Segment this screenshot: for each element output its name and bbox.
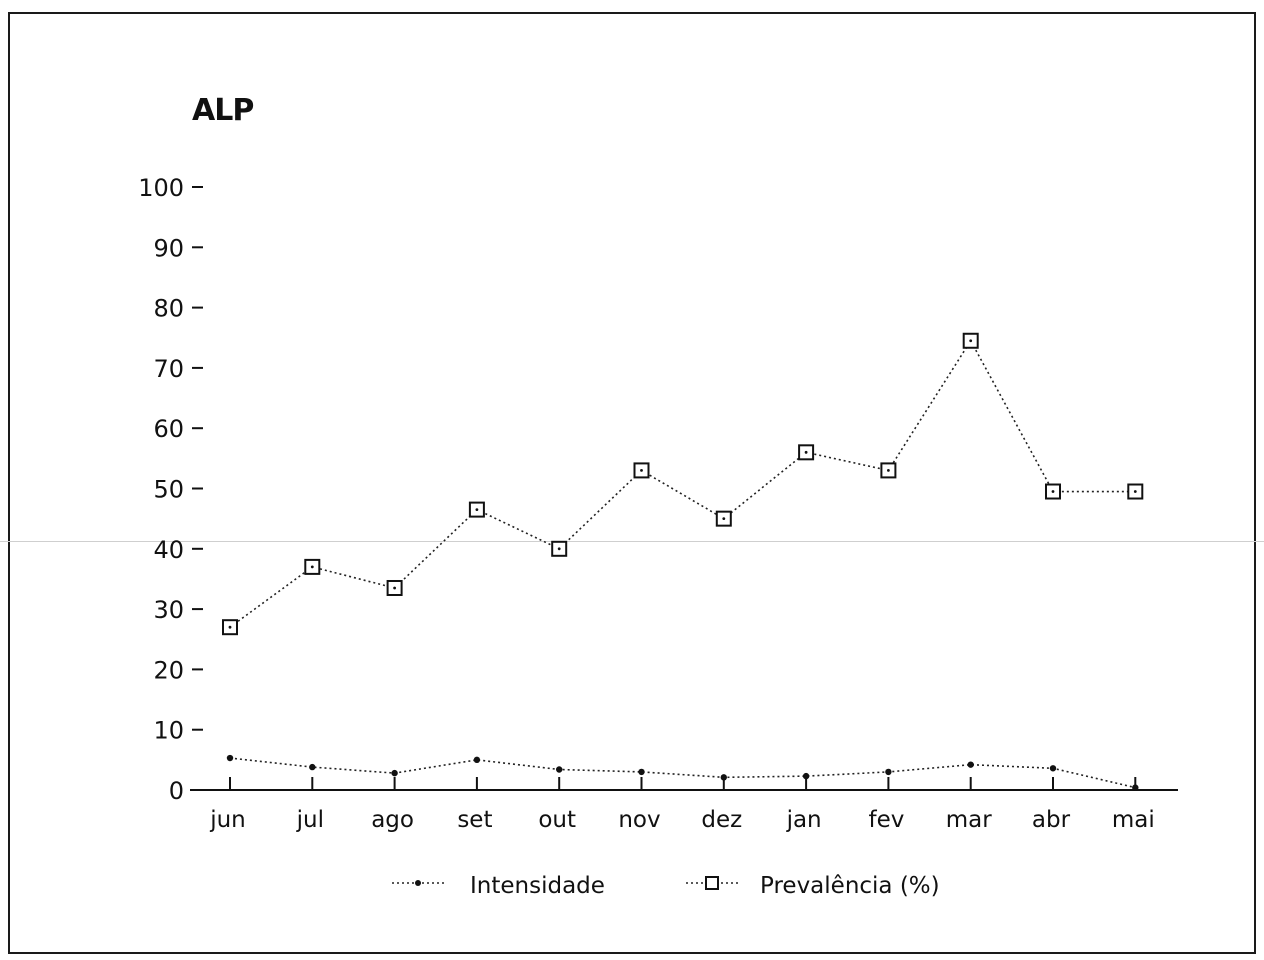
y-tick-label: 60 [153,415,184,443]
y-tick-label: 50 [153,476,184,504]
legend-label: Prevalência (%) [760,873,940,899]
data-point-center [887,469,890,472]
x-tick-label: jan [786,807,822,833]
x-tick-label: abr [1032,807,1071,833]
data-point-intensidade [556,766,563,773]
x-tick-label: out [538,807,576,833]
y-tick-label: 30 [153,596,184,624]
legend-dot-marker [415,880,421,886]
y-tick-label: 10 [153,717,184,745]
data-point-intensidade [638,768,645,776]
series-line-intensidade [229,757,1136,789]
data-point-center [1051,490,1055,493]
data-point-center [310,565,314,569]
data-point-intensidade [1132,784,1139,791]
data-point-center [1133,490,1137,493]
data-point-center [393,586,396,590]
data-point-intensidade [967,761,974,768]
scan-artifact-line [0,541,1264,542]
data-point-center [475,508,479,512]
legend: Intensidade Prevalência (%) [392,873,940,899]
x-tick-label: jun [209,807,246,833]
x-tick-label: dez [701,807,742,833]
data-point-intensidade [885,768,892,776]
x-tick-label: nov [618,807,660,833]
y-tick-label: 80 [153,295,184,323]
data-point-intensidade [309,763,316,771]
y-tick-label: 70 [153,355,184,383]
legend-label: Intensidade [470,873,605,899]
y-tick-label: 90 [153,234,184,262]
y-tick-label: 40 [153,536,184,564]
series-layer [222,332,1144,791]
data-point-center [228,625,232,629]
series-line-prevalencia [229,339,1136,628]
x-tick-label: set [457,807,492,833]
x-tick-label: mai [1112,807,1155,833]
y-tick-label: 0 [169,777,184,805]
data-point-intensidade [391,769,398,777]
x-tick-label: jul [296,807,324,833]
x-tick-label: fev [868,807,904,833]
data-point-center [640,469,643,472]
x-tick-label: mar [946,807,992,833]
data-point-intensidade [226,754,234,762]
x-tick-label: ago [371,807,414,833]
y-tick-label: 100 [138,174,184,202]
data-point-intensidade [802,772,810,780]
data-point-center [969,339,973,343]
data-point-center [557,547,561,551]
legend-square-marker [705,876,719,890]
axes: 0 10 20 30 40 50 60 70 80 90 100 jun jul ago set out nov… [138,174,1178,833]
y-tick-label: 20 [153,656,184,684]
chart-title: ALP [192,93,253,128]
data-point-intensidade [1049,765,1057,772]
data-point-intensidade [720,774,727,781]
data-point-center [722,517,726,521]
data-point-center [804,450,808,454]
data-point-intensidade [473,756,481,764]
